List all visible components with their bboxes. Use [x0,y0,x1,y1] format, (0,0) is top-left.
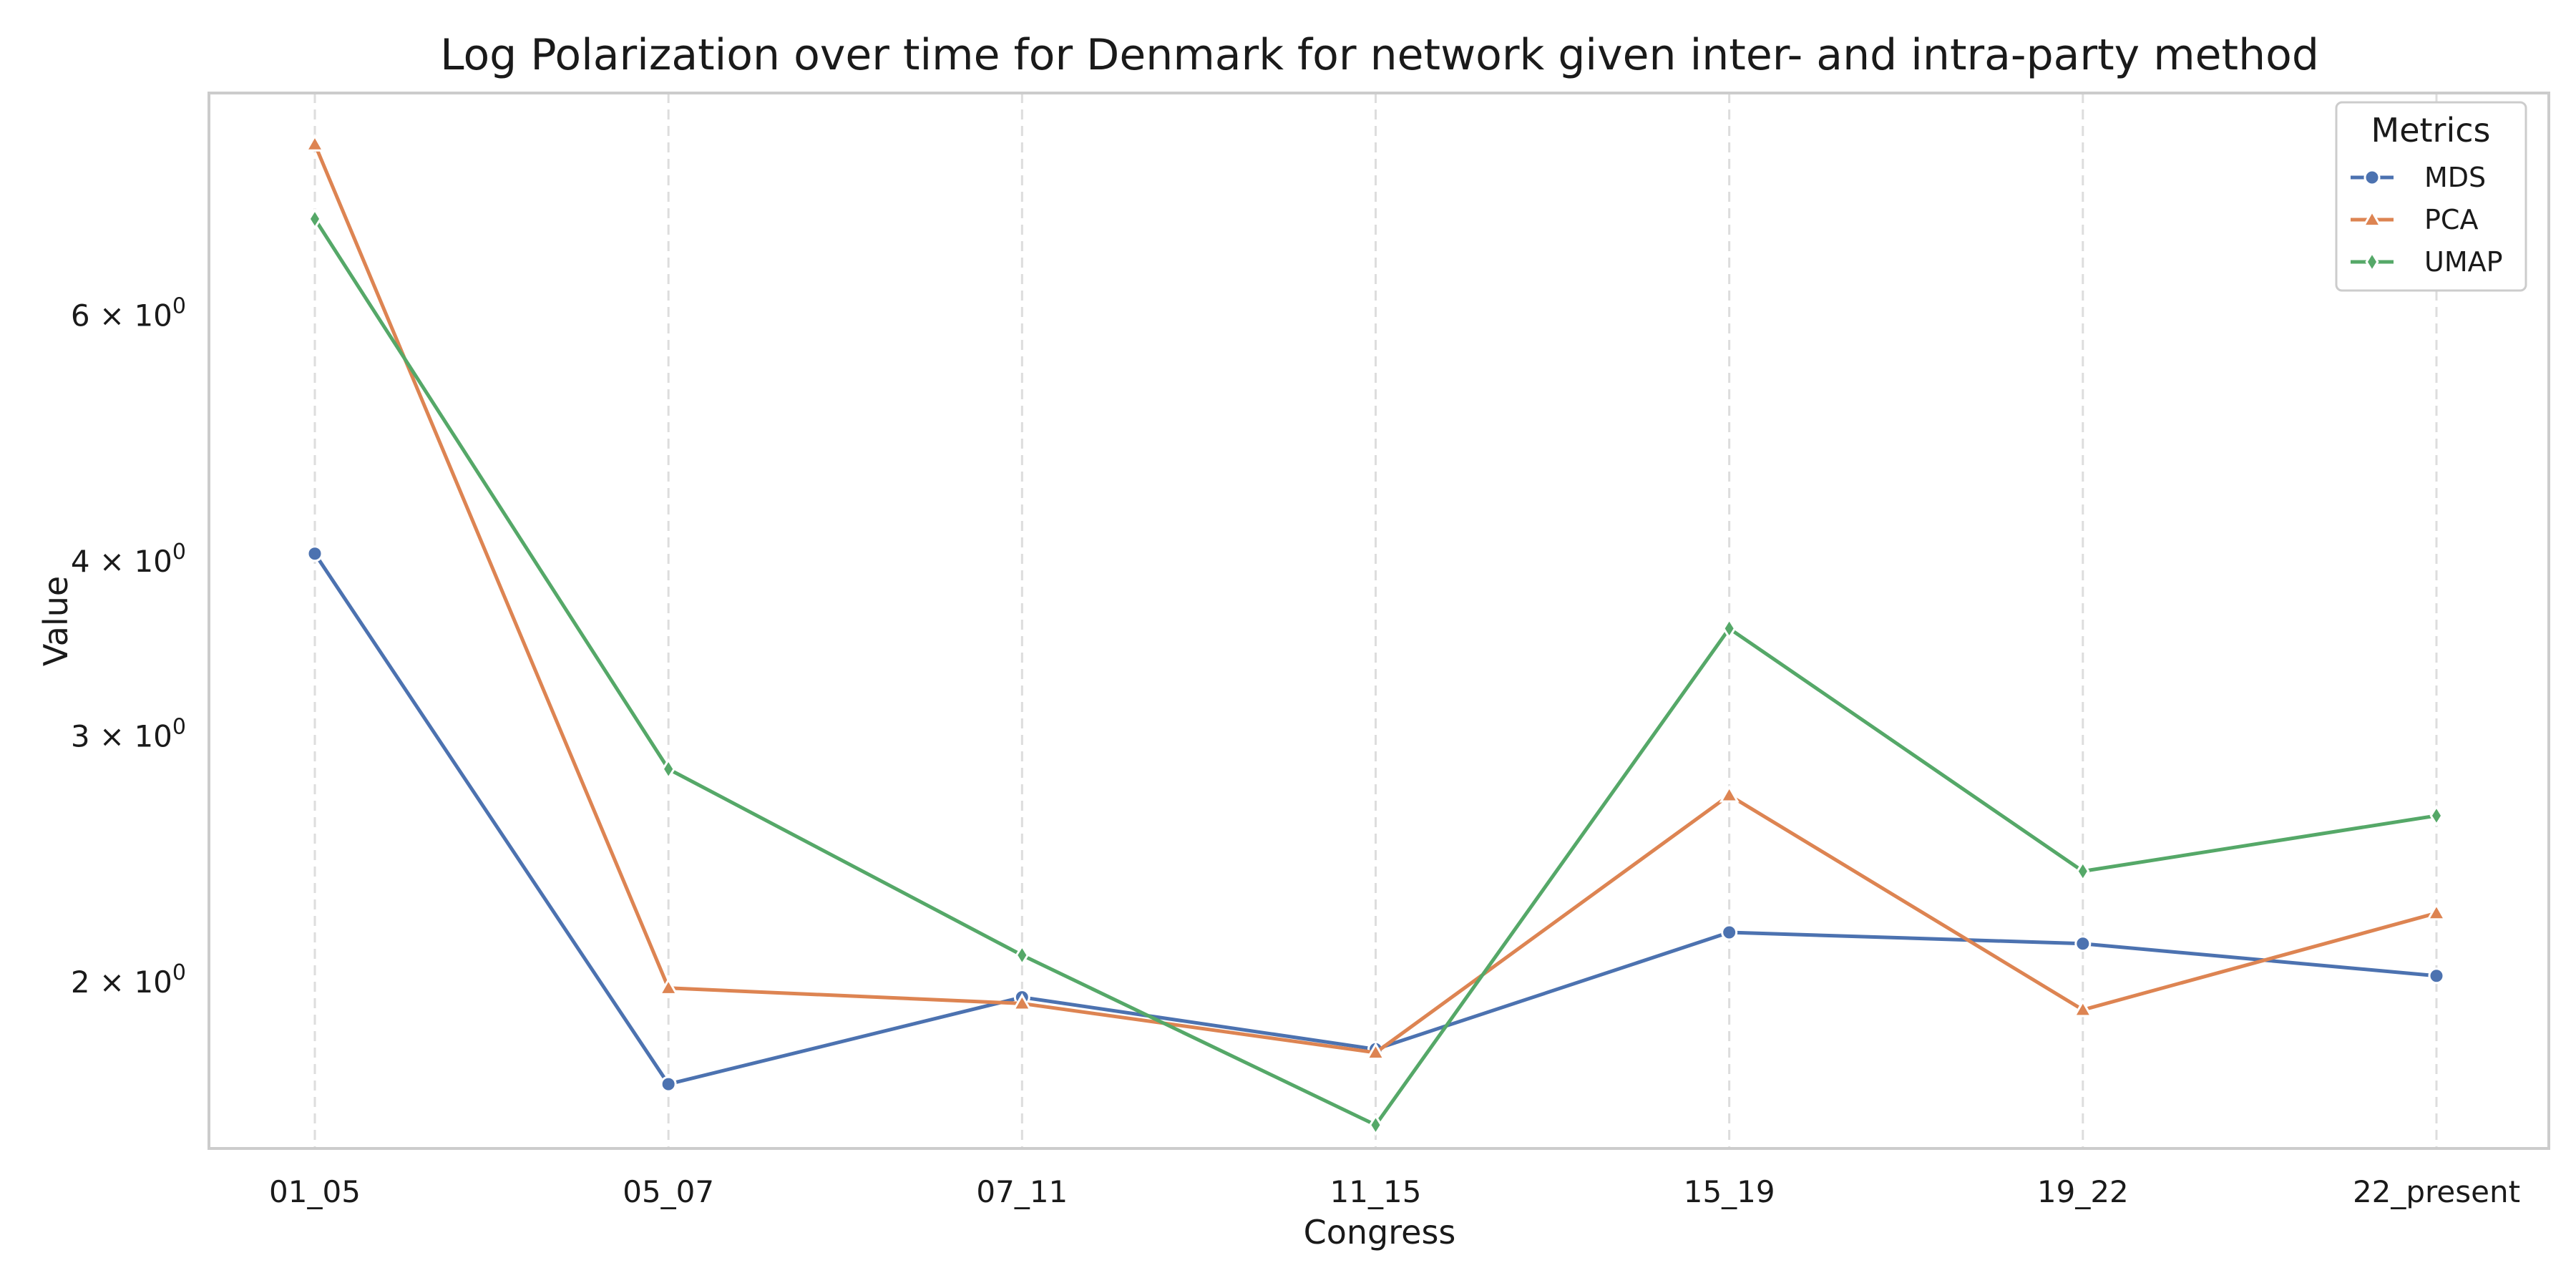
legend: Metrics MDS PCA UMAP [2335,101,2527,292]
x-tick-label: 05_07 [623,1174,714,1209]
legend-label: UMAP [2424,246,2503,278]
y-tick-label: 2 × 100 [71,960,186,1000]
legend-item-pca: PCA [2351,204,2478,235]
x-tick-label: 11_15 [1330,1174,1422,1209]
data-point [2428,967,2445,985]
x-axis-label: Congress [1304,1213,1456,1252]
x-tick-label: 15_19 [1684,1174,1775,1209]
series-layer [304,134,2447,1136]
legend-marker [2363,169,2381,186]
data-point [2429,804,2444,827]
series-umap [308,208,2444,1136]
data-point [1719,784,1740,803]
y-tick-exponent: 0 [172,960,186,985]
data-point [308,208,322,230]
data-point [1365,1042,1386,1060]
data-point [1368,1113,1383,1136]
data-point [660,1075,677,1093]
legend-label: PCA [2424,204,2478,235]
legend-box [2335,101,2527,292]
x-tick-label: 01_05 [269,1174,361,1209]
data-point [661,758,675,781]
y-tick-base: 4 × 10 [71,544,172,579]
data-point [1012,992,1033,1011]
x-tick-label: 19_22 [2037,1174,2129,1209]
legend-label: MDS [2424,162,2486,193]
y-axis-label: Value [36,576,75,666]
chart-title: Log Polarization over time for Denmark f… [440,30,2319,80]
y-tick-label: 4 × 100 [71,540,186,579]
axes: 01_05 05_07 07_11 11_15 15_19 19_22 22_present… [71,293,2520,1209]
data-point [2426,902,2447,921]
y-tick-exponent: 0 [172,540,186,565]
y-tick-label: 3 × 100 [71,714,186,753]
plot-frame [208,92,2550,1150]
legend-title: Metrics [2371,111,2491,150]
series-pca [304,134,2447,1060]
data-point [658,977,679,995]
data-point [1722,618,1737,640]
legend-marker [2361,209,2383,228]
y-tick-base: 2 × 10 [71,965,172,1000]
data-point [1015,944,1029,967]
x-tick-label: 22_present [2353,1174,2520,1209]
legend-item-umap: UMAP [2351,246,2503,278]
data-point [306,545,323,562]
legend-items: MDS PCA UMAP [2351,162,2503,278]
y-tick-exponent: 0 [172,293,186,318]
data-point [2074,935,2092,952]
data-point [2076,860,2090,882]
data-point [1721,924,1738,941]
y-tick-exponent: 0 [172,714,186,739]
y-tick-label: 6 × 100 [71,293,186,333]
legend-marker [2365,250,2379,273]
y-tick-base: 3 × 10 [71,718,172,753]
x-tick-label: 07_11 [976,1174,1068,1209]
legend-item-mds: MDS [2351,162,2486,193]
y-tick-base: 6 × 10 [71,298,172,333]
data-point [304,134,326,152]
data-point [2072,999,2093,1018]
